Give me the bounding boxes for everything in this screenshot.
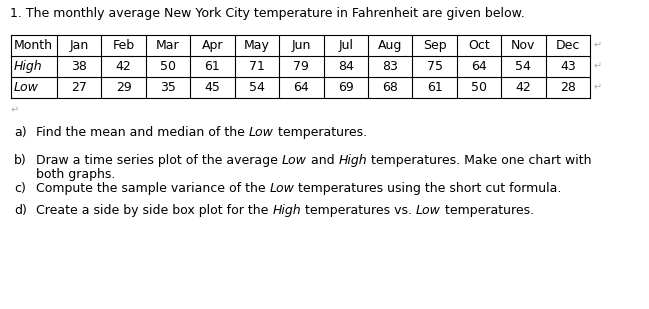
Text: Jun: Jun <box>291 39 311 52</box>
Text: Low: Low <box>249 126 274 139</box>
Text: High: High <box>14 60 43 73</box>
Text: Month: Month <box>14 39 53 52</box>
Text: 84: 84 <box>337 60 354 73</box>
Text: ↵: ↵ <box>594 61 602 71</box>
Text: 69: 69 <box>338 81 354 94</box>
Text: Create a side by side box plot for the: Create a side by side box plot for the <box>36 204 273 217</box>
Text: 64: 64 <box>293 81 309 94</box>
Text: Jul: Jul <box>338 39 353 52</box>
Text: 42: 42 <box>116 60 132 73</box>
Text: 38: 38 <box>71 60 87 73</box>
Text: and: and <box>307 154 338 167</box>
Text: 79: 79 <box>293 60 309 73</box>
Text: ↵: ↵ <box>594 40 602 50</box>
Text: temperatures vs.: temperatures vs. <box>301 204 416 217</box>
Text: temperatures.: temperatures. <box>441 204 534 217</box>
Text: 75: 75 <box>426 60 443 73</box>
Text: Dec: Dec <box>556 39 580 52</box>
Text: 83: 83 <box>382 60 398 73</box>
Text: 29: 29 <box>116 81 132 94</box>
Text: 50: 50 <box>471 81 487 94</box>
Text: 45: 45 <box>204 81 221 94</box>
Text: Feb: Feb <box>112 39 135 52</box>
Text: both graphs.: both graphs. <box>36 168 116 181</box>
Text: 54: 54 <box>515 60 532 73</box>
Text: 35: 35 <box>160 81 176 94</box>
Text: 68: 68 <box>382 81 398 94</box>
Text: Low: Low <box>416 204 441 217</box>
Text: Apr: Apr <box>202 39 223 52</box>
Text: b): b) <box>14 154 27 167</box>
Text: Low: Low <box>282 154 307 167</box>
Text: 43: 43 <box>560 60 576 73</box>
Text: Low: Low <box>269 182 295 195</box>
Text: ↵: ↵ <box>594 83 602 92</box>
Text: d): d) <box>14 204 27 217</box>
Text: c): c) <box>14 182 26 195</box>
Text: May: May <box>244 39 270 52</box>
Text: 64: 64 <box>471 60 487 73</box>
Text: 61: 61 <box>204 60 220 73</box>
Text: Nov: Nov <box>511 39 535 52</box>
Text: 54: 54 <box>249 81 265 94</box>
Text: Find the mean and median of the: Find the mean and median of the <box>36 126 249 139</box>
Text: Compute the sample variance of the: Compute the sample variance of the <box>36 182 269 195</box>
Text: Sep: Sep <box>422 39 447 52</box>
Text: Aug: Aug <box>378 39 402 52</box>
Text: High: High <box>338 154 367 167</box>
Text: Draw a time series plot of the average: Draw a time series plot of the average <box>36 154 282 167</box>
Text: High: High <box>273 204 301 217</box>
Text: 61: 61 <box>426 81 443 94</box>
Text: 71: 71 <box>249 60 265 73</box>
Text: 1. The monthly average New York City temperature in Fahrenheit are given below.: 1. The monthly average New York City tem… <box>10 7 525 20</box>
Text: 27: 27 <box>71 81 87 94</box>
Text: 42: 42 <box>515 81 532 94</box>
Text: Mar: Mar <box>156 39 180 52</box>
Text: 50: 50 <box>160 60 176 73</box>
Text: Low: Low <box>14 81 39 94</box>
Text: temperatures.: temperatures. <box>274 126 367 139</box>
Text: a): a) <box>14 126 27 139</box>
Text: ↵: ↵ <box>11 105 19 115</box>
Text: Oct: Oct <box>468 39 490 52</box>
Text: Jan: Jan <box>69 39 89 52</box>
Text: 28: 28 <box>560 81 576 94</box>
Text: temperatures using the short cut formula.: temperatures using the short cut formula… <box>295 182 562 195</box>
Text: temperatures. Make one chart with: temperatures. Make one chart with <box>367 154 591 167</box>
